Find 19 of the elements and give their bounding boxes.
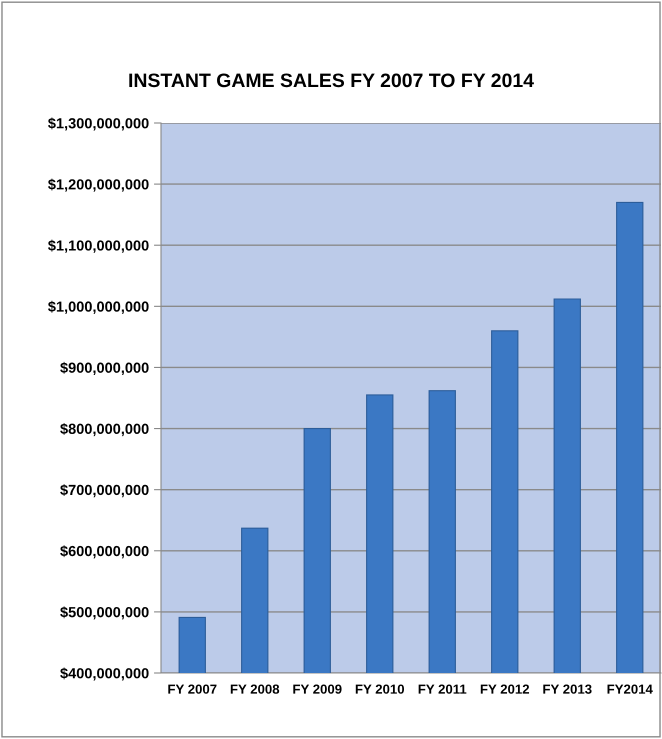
y-tick-label: $1,300,000,000	[48, 117, 149, 131]
y-tick-label: $700,000,000	[60, 484, 149, 498]
y-tick-label: $900,000,000	[60, 362, 149, 375]
x-tick-label: FY 2007	[168, 684, 216, 694]
y-tick-label: $1,200,000,000	[48, 178, 149, 192]
y-tick-label: $400,000,000	[60, 667, 149, 681]
x-tick-label: FY2014	[608, 684, 653, 694]
x-tick-label: FY 2010	[356, 684, 404, 694]
y-tick-label: $1,100,000,000	[48, 240, 149, 253]
chart-title: INSTANT GAME SALES FY 2007 TO FY 2014	[129, 73, 534, 88]
y-tick-label: $800,000,000	[60, 423, 149, 436]
x-tick-label: FY 2012	[480, 684, 530, 694]
x-tick-label: FY 2009	[293, 684, 342, 694]
x-tick-label: FY 2011	[418, 684, 466, 694]
y-tick-label: $1,000,000,000	[48, 300, 149, 314]
y-tick-label: $500,000,000	[60, 606, 149, 620]
x-tick-label: FY 2008	[230, 684, 280, 694]
x-tick-label: FY 2013	[543, 684, 592, 694]
y-tick-label: $600,000,000	[60, 545, 149, 558]
